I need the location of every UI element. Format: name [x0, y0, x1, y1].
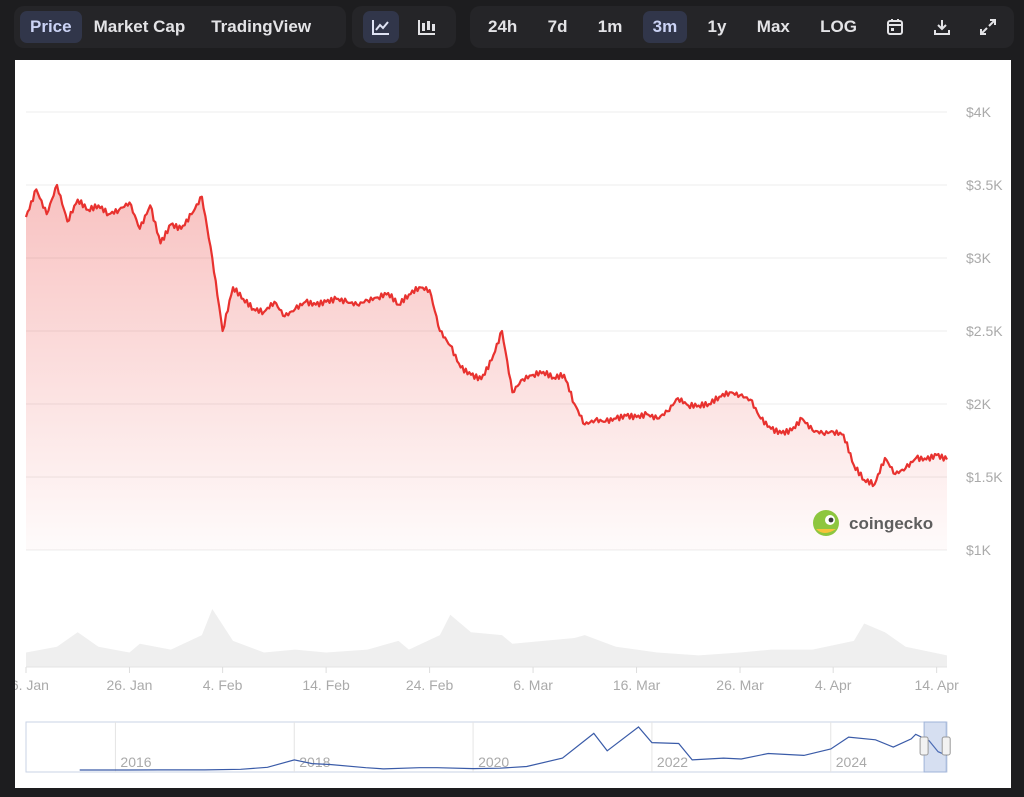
gecko-mouth: [816, 529, 836, 533]
navigator-year-label: 2016: [120, 754, 151, 770]
price-line: [24, 183, 948, 488]
gecko-pupil: [828, 517, 834, 523]
chart-panel: $1K $1.5K $2K $2.5K $3K $3.5K $4K 16. Jan 26. Ja…: [15, 60, 1011, 788]
x-tick-label: 24. Feb: [406, 677, 454, 693]
price-chart[interactable]: $1K $1.5K $2K $2.5K $3K $3.5K $4K 16. Jan 26. Ja…: [15, 60, 1011, 788]
x-tick-label: 4. Apr: [815, 677, 852, 693]
navigator-year-label: 2022: [657, 754, 688, 770]
watermark-text: coingecko: [849, 514, 933, 533]
y-tick-label: $4K: [966, 104, 992, 120]
expand-icon[interactable]: [970, 11, 1006, 43]
line-chart-icon[interactable]: [363, 11, 399, 43]
x-tick-label: 26. Jan: [107, 677, 153, 693]
x-tick-label: 14. Feb: [302, 677, 350, 693]
y-tick-label: $1.5K: [966, 469, 1003, 485]
x-tick-label: 6. Mar: [513, 677, 553, 693]
range-max[interactable]: Max: [756, 17, 790, 36]
navigator-year-label: 2018: [299, 754, 330, 770]
navigator-handle-left[interactable]: [919, 736, 929, 756]
range-7d[interactable]: 7d: [547, 17, 568, 36]
tab-price[interactable]: Price: [20, 11, 82, 43]
y-tick-label: $3K: [966, 250, 992, 266]
download-icon[interactable]: [924, 11, 960, 43]
x-tick-label: 16. Mar: [613, 677, 661, 693]
range-24h[interactable]: 24h: [488, 17, 518, 36]
tab-market-cap[interactable]: Market Cap: [93, 17, 186, 36]
y-tick-label: $2.5K: [966, 323, 1003, 339]
range-group: 24h 7d 1m 3m 1y Max LOG: [470, 6, 1014, 48]
log-scale-toggle[interactable]: LOG: [820, 17, 858, 36]
x-tick-label: 14. Apr: [914, 677, 959, 693]
range-3m[interactable]: 3m: [642, 11, 688, 43]
view-tab-group: Price Market Cap TradingView: [14, 6, 346, 48]
calendar-icon[interactable]: [877, 11, 913, 43]
x-tick-label: 26. Mar: [716, 677, 764, 693]
x-tick-label: 4. Feb: [203, 677, 243, 693]
navigator-year-label: 2024: [836, 754, 867, 770]
navigator-line: [79, 726, 948, 771]
range-1y[interactable]: 1y: [707, 17, 727, 36]
candlestick-icon[interactable]: [409, 11, 445, 43]
chart-style-group: [352, 6, 456, 48]
y-tick-label: $2K: [966, 396, 992, 412]
volume-area: [26, 609, 947, 667]
navigator-year-label: 2020: [478, 754, 509, 770]
range-1m[interactable]: 1m: [597, 17, 623, 36]
tab-tradingview[interactable]: TradingView: [211, 17, 312, 36]
x-tick-label: 16. Jan: [15, 677, 49, 693]
y-tick-label: $3.5K: [966, 177, 1003, 193]
y-tick-label: $1K: [966, 542, 992, 558]
navigator-frame: [25, 721, 948, 773]
coingecko-logo-icon: coingecko: [813, 510, 933, 536]
navigator-handle-right[interactable]: [941, 736, 951, 756]
